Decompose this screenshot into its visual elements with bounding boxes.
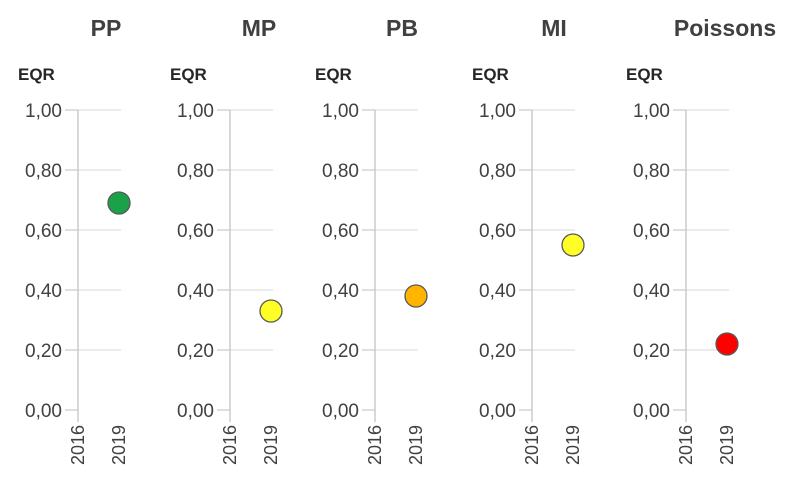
y-axis-label: EQR xyxy=(315,65,352,84)
x-tick-label: 2016 xyxy=(676,425,696,465)
y-tick-label: 0,40 xyxy=(25,281,62,302)
y-tick-label: 0,40 xyxy=(177,281,214,302)
y-tick-label: 0,40 xyxy=(633,281,670,302)
panel-title: MI xyxy=(541,15,567,41)
y-tick-label: 0,00 xyxy=(479,401,516,422)
y-tick-label: 0,60 xyxy=(322,221,359,242)
y-tick-label: 0,20 xyxy=(322,341,359,362)
data-point xyxy=(561,233,585,257)
data-point xyxy=(107,191,131,215)
y-tick-label: 1,00 xyxy=(633,101,670,122)
panel-title: PB xyxy=(386,15,418,41)
data-point xyxy=(404,284,428,308)
x-tick-label: 2016 xyxy=(365,425,385,465)
y-tick-label: 0,20 xyxy=(177,341,214,362)
x-tick-label: 2019 xyxy=(261,425,281,465)
y-tick-label: 0,00 xyxy=(25,401,62,422)
x-tick-label: 2019 xyxy=(717,425,737,465)
x-tick-label: 2019 xyxy=(109,425,129,465)
data-point xyxy=(715,332,739,356)
panel-title: MP xyxy=(242,15,277,41)
x-tick-label: 2019 xyxy=(406,425,426,465)
y-tick-label: 0,00 xyxy=(177,401,214,422)
y-tick-label: 0,80 xyxy=(177,161,214,182)
data-point xyxy=(259,299,283,323)
y-tick-label: 0,80 xyxy=(479,161,516,182)
y-tick-label: 0,80 xyxy=(25,161,62,182)
y-tick-label: 0,60 xyxy=(25,221,62,242)
y-tick-label: 0,60 xyxy=(177,221,214,242)
y-axis-label: EQR xyxy=(472,65,509,84)
x-tick-label: 2016 xyxy=(68,425,88,465)
y-tick-label: 1,00 xyxy=(177,101,214,122)
y-tick-label: 0,40 xyxy=(479,281,516,302)
y-tick-label: 0,60 xyxy=(479,221,516,242)
y-tick-label: 0,40 xyxy=(322,281,359,302)
y-tick-label: 1,00 xyxy=(322,101,359,122)
y-tick-label: 1,00 xyxy=(25,101,62,122)
y-axis-label: EQR xyxy=(18,65,55,84)
y-tick-label: 0,00 xyxy=(322,401,359,422)
y-tick-label: 0,20 xyxy=(633,341,670,362)
y-tick-label: 0,00 xyxy=(633,401,670,422)
x-tick-label: 2016 xyxy=(522,425,542,465)
y-tick-label: 1,00 xyxy=(479,101,516,122)
y-tick-label: 0,20 xyxy=(25,341,62,362)
x-tick-label: 2019 xyxy=(563,425,583,465)
y-tick-label: 0,80 xyxy=(633,161,670,182)
y-tick-label: 0,80 xyxy=(322,161,359,182)
y-tick-label: 0,60 xyxy=(633,221,670,242)
y-axis-label: EQR xyxy=(626,65,663,84)
panel-title: Poissons xyxy=(674,15,776,41)
panel-title: PP xyxy=(91,15,122,41)
y-axis-label: EQR xyxy=(170,65,207,84)
x-tick-label: 2016 xyxy=(220,425,240,465)
y-tick-label: 0,20 xyxy=(479,341,516,362)
